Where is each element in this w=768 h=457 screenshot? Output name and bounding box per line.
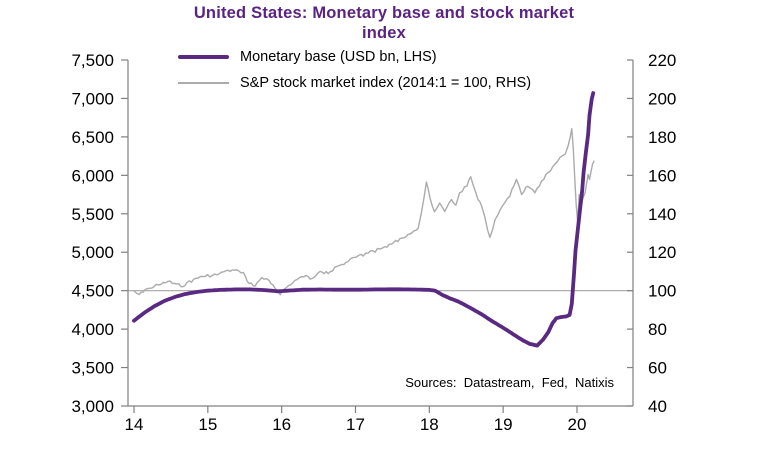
monetary-base-series-line <box>132 91 596 348</box>
y-axis-right-tick-label: 120 <box>648 243 676 262</box>
y-axis-left-tick-label: 3,500 <box>71 359 114 378</box>
x-axis-tick-label: 15 <box>198 415 217 434</box>
y-axis-right-tick-label: 200 <box>648 89 676 108</box>
chart-title: United States: Monetary base and stock m… <box>0 3 768 43</box>
sp-index-line-swatch <box>178 82 229 84</box>
y-axis-right-tick-label: 60 <box>648 359 667 378</box>
chart-title-line1: United States: Monetary base and stock m… <box>193 4 575 22</box>
y-axis-left-tick-label: 3,000 <box>71 397 114 416</box>
y-axis-left-tick-label: 4,000 <box>71 320 114 339</box>
y-axis-right-tick-label: 220 <box>648 51 676 70</box>
legend-label-sp-index: S&P stock market index (2014:1 = 100, RH… <box>240 75 532 91</box>
sp-index-series-line <box>133 128 595 296</box>
legend-label-monetary-base: Monetary base (USD bn, LHS) <box>240 49 437 65</box>
x-axis-tick-label: 14 <box>125 415 144 434</box>
x-axis-tick-label: 19 <box>494 415 513 434</box>
y-axis-right-tick-label: 160 <box>648 166 676 185</box>
legend-item-monetary-base: Monetary base (USD bn, LHS) <box>178 44 531 70</box>
y-axis-left-tick-label: 7,500 <box>71 51 114 70</box>
y-axis-right-tick-label: 40 <box>648 397 667 416</box>
sources-note: Sources: Datastream, Fed, Natixis <box>405 375 614 390</box>
x-axis-tick-label: 18 <box>420 415 439 434</box>
chart-title-line2: index <box>361 24 407 43</box>
y-axis-right-tick-label: 180 <box>648 128 676 147</box>
y-axis-left-tick-label: 4,500 <box>71 282 114 301</box>
y-axis-left-tick-label: 6,500 <box>71 128 114 147</box>
legend: Monetary base (USD bn, LHS) S&P stock ma… <box>178 44 531 96</box>
y-axis-left-tick-label: 5,500 <box>71 205 114 224</box>
y-axis-right-tick-label: 100 <box>648 282 676 301</box>
y-axis-left-tick-label: 7,000 <box>71 89 114 108</box>
y-axis-right-tick-label: 140 <box>648 205 676 224</box>
x-axis-tick-label: 16 <box>272 415 291 434</box>
y-axis-right-tick-label: 80 <box>648 320 667 339</box>
monetary-base-line-swatch <box>178 55 229 59</box>
legend-item-sp-index: S&P stock market index (2014:1 = 100, RH… <box>178 70 531 96</box>
x-axis-tick-label: 20 <box>568 415 587 434</box>
x-axis-tick-label: 17 <box>346 415 365 434</box>
y-axis-left-tick-label: 5,000 <box>71 243 114 262</box>
y-axis-left-tick-label: 6,000 <box>71 166 114 185</box>
